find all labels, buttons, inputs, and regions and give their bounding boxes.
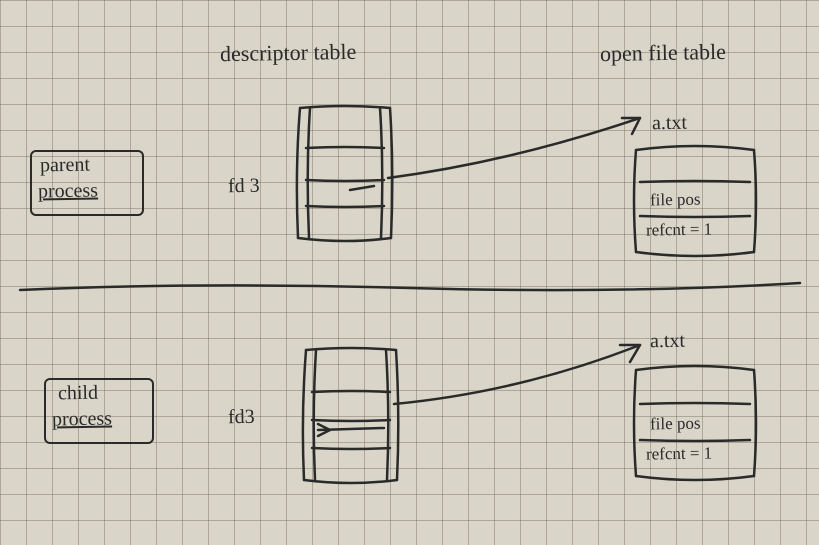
child-oft-filepos: file pos — [650, 414, 701, 434]
parent-fd-label: fd 3 — [228, 175, 260, 199]
child-process-label-line2: process — [52, 407, 112, 431]
diagram-layer: descriptor table open file table parent … — [0, 0, 819, 545]
child-open-file-table: file pos refcnt = 1 — [636, 368, 754, 476]
parent-oft-filename: a.txt — [652, 112, 687, 136]
child-process-label-line1: child — [58, 382, 98, 406]
divider-line — [20, 283, 800, 290]
parent-open-file-table: file pos refcnt = 1 — [636, 148, 754, 252]
parent-descriptor-table — [297, 106, 392, 241]
heading-open-file-table: open file table — [600, 39, 726, 66]
child-fd-label: fd3 — [228, 406, 255, 429]
parent-process-box: parent process — [30, 150, 144, 216]
heading-descriptor-table: descriptor table — [220, 39, 357, 67]
child-oft-filename: a.txt — [650, 330, 685, 354]
child-descriptor-table — [303, 348, 398, 483]
parent-process-label-line2: process — [38, 179, 98, 203]
child-arrow — [394, 345, 640, 404]
parent-process-label-line1: parent — [40, 154, 90, 178]
parent-oft-refcnt: refcnt = 1 — [646, 219, 713, 240]
child-oft-refcnt: refcnt = 1 — [646, 443, 713, 464]
parent-oft-filepos: file pos — [650, 190, 701, 210]
child-process-box: child process — [44, 378, 154, 444]
parent-arrow — [388, 118, 640, 178]
